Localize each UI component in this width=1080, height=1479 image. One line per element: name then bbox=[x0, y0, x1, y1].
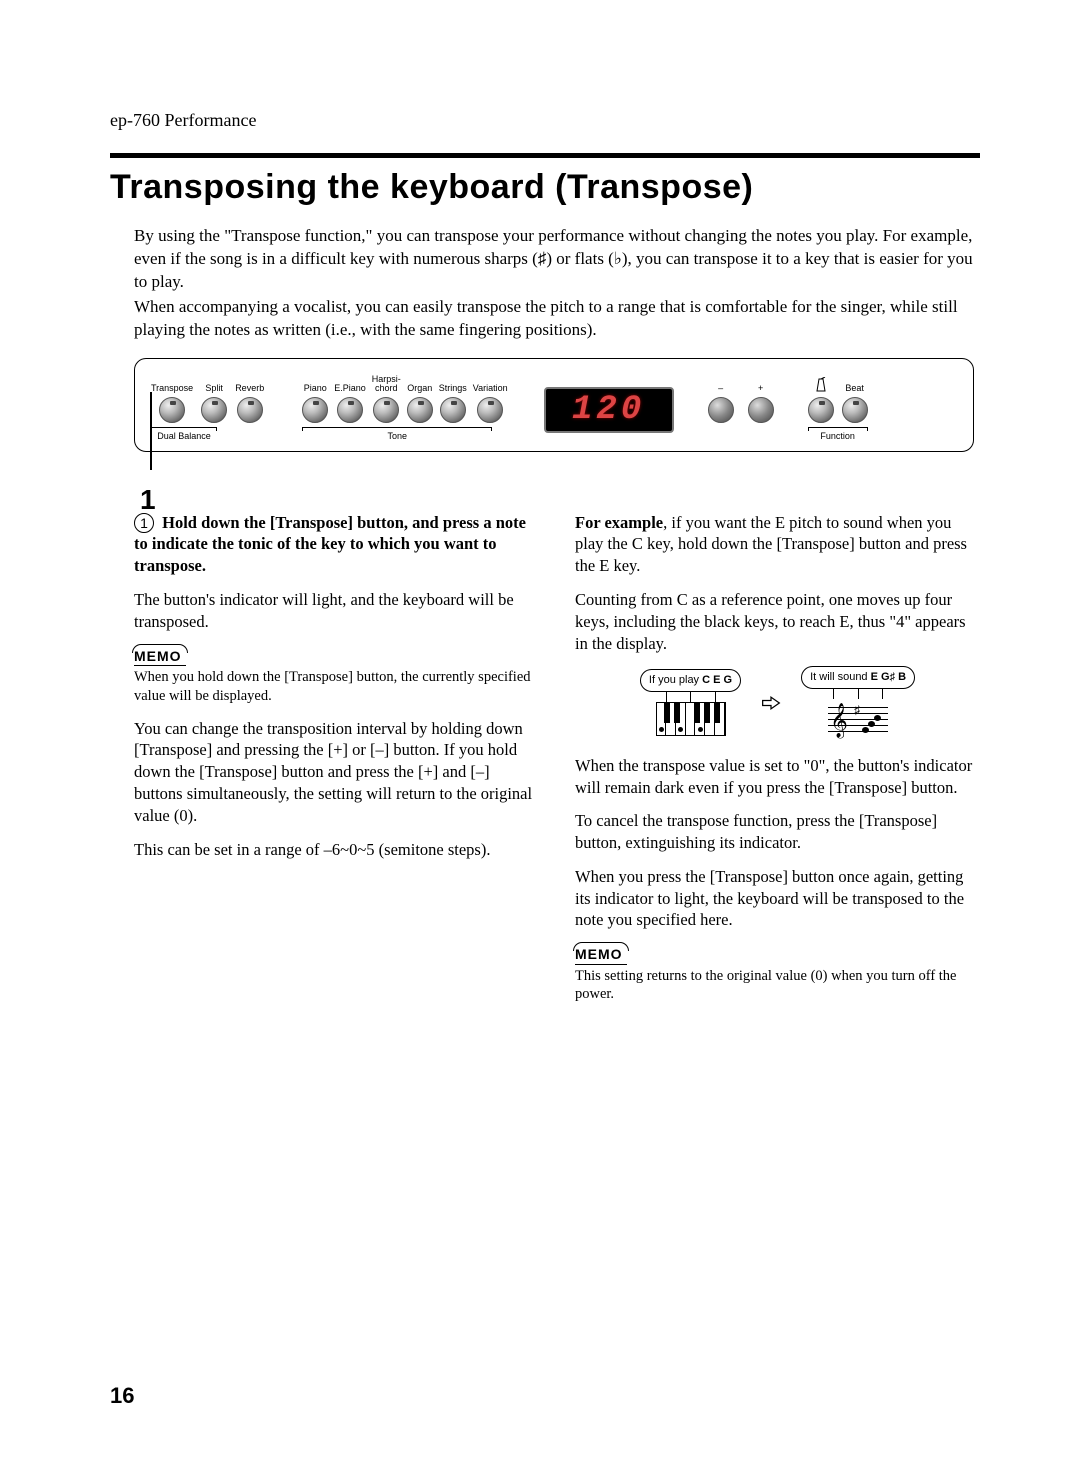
minus-button-col: – bbox=[708, 373, 734, 423]
bubble-left-a: If you play bbox=[649, 674, 702, 686]
organ-button[interactable] bbox=[407, 397, 433, 423]
plus-button[interactable] bbox=[748, 397, 774, 423]
step-1: 1 Hold down the [Transpose] button, and … bbox=[134, 512, 539, 577]
treble-clef-icon: 𝄞 bbox=[830, 701, 848, 741]
strings-button[interactable] bbox=[440, 397, 466, 423]
memo-heading-2: MEMO bbox=[575, 945, 627, 964]
callout-line bbox=[150, 392, 152, 470]
reverb-label: Reverb bbox=[235, 373, 264, 393]
piano-label: Piano bbox=[304, 373, 327, 393]
intro-p1: By using the "Transpose function," you c… bbox=[134, 225, 980, 294]
left-p2: You can change the transposition interva… bbox=[134, 718, 539, 827]
bubble-right: It will sound E G♯ B bbox=[801, 666, 915, 689]
memo-2-text: This setting returns to the original val… bbox=[575, 967, 980, 1005]
left-column: 1 Hold down the [Transpose] button, and … bbox=[134, 512, 539, 1017]
control-panel: Transpose Split Reverb bbox=[134, 358, 974, 452]
memo-1-text: When you hold down the [Transpose] butto… bbox=[134, 668, 539, 706]
intro-p1b: ) or flats ( bbox=[546, 249, 614, 268]
metronome-icon bbox=[814, 373, 828, 393]
reverb-button-col: Reverb bbox=[235, 373, 264, 423]
beat-button-col: Beat bbox=[842, 373, 868, 423]
split-button[interactable] bbox=[201, 397, 227, 423]
epiano-button[interactable] bbox=[337, 397, 363, 423]
panel-figure: Transpose Split Reverb bbox=[110, 358, 980, 512]
plus-label: + bbox=[758, 373, 763, 393]
flat-glyph: ♭ bbox=[614, 249, 622, 268]
split-label: Split bbox=[205, 373, 223, 393]
left-button-group: Transpose Split Reverb bbox=[151, 373, 264, 441]
memo-heading-1: MEMO bbox=[134, 647, 186, 666]
left-p3: This can be set in a range of –6~0~5 (se… bbox=[134, 839, 539, 861]
strings-label: Strings bbox=[439, 373, 467, 393]
right-p1: For example, if you want the E pitch to … bbox=[575, 512, 980, 577]
harpsichord-label: Harpsi- chord bbox=[372, 373, 401, 393]
music-staff: 𝄞 ♯ bbox=[828, 699, 888, 739]
body-columns: 1 Hold down the [Transpose] button, and … bbox=[134, 512, 980, 1017]
metronome-button-col bbox=[808, 373, 834, 423]
bubble-right-b: E G♯ B bbox=[871, 671, 906, 683]
intro-block: By using the "Transpose function," you c… bbox=[134, 225, 980, 342]
dual-balance-label: Dual Balance bbox=[157, 431, 211, 441]
tone-button-group: Piano E.Piano Harpsi- chord Organ String… bbox=[302, 373, 507, 441]
page-number: 16 bbox=[110, 1383, 134, 1409]
right-p2: Counting from C as a reference point, on… bbox=[575, 589, 980, 654]
diagram-left: If you play C E G bbox=[640, 669, 741, 736]
section-rule bbox=[110, 153, 980, 158]
tone-group-label: Tone bbox=[387, 431, 407, 441]
bubble-left: If you play C E G bbox=[640, 669, 741, 692]
for-example-bold: For example bbox=[575, 513, 663, 532]
reverb-button[interactable] bbox=[237, 397, 263, 423]
right-column: For example, if you want the E pitch to … bbox=[575, 512, 980, 1017]
right-p5: When you press the [Transpose] button on… bbox=[575, 866, 980, 931]
harpsichord-button[interactable] bbox=[373, 397, 399, 423]
step-1-number: 1 bbox=[134, 513, 154, 533]
right-p3: When the transpose value is set to "0", … bbox=[575, 755, 980, 799]
beat-button[interactable] bbox=[842, 397, 868, 423]
bubble-right-a: It will sound bbox=[810, 671, 871, 683]
metronome-button[interactable] bbox=[808, 397, 834, 423]
function-group-label: Function bbox=[820, 431, 855, 441]
callout-number-1: 1 bbox=[140, 484, 156, 516]
beat-label: Beat bbox=[845, 373, 864, 393]
lcd-value: 120 bbox=[572, 391, 645, 429]
transpose-button-col: Transpose bbox=[151, 373, 193, 423]
variation-label: Variation bbox=[473, 373, 508, 393]
epiano-label: E.Piano bbox=[334, 373, 366, 393]
right-p4: To cancel the transpose function, press … bbox=[575, 810, 980, 854]
lcd-display: 120 bbox=[544, 387, 674, 433]
transpose-diagram: If you play C E G bbox=[575, 666, 980, 739]
minus-button[interactable] bbox=[708, 397, 734, 423]
step-1-head: Hold down the [Transpose] button, and pr… bbox=[134, 513, 526, 576]
arrow-icon bbox=[761, 694, 781, 712]
manual-page: ep-760 Performance Transposing the keybo… bbox=[0, 0, 1080, 1479]
organ-label: Organ bbox=[407, 373, 432, 393]
transpose-button[interactable] bbox=[159, 397, 185, 423]
variation-button[interactable] bbox=[477, 397, 503, 423]
split-button-col: Split bbox=[201, 373, 227, 423]
sharp-accidental: ♯ bbox=[854, 703, 860, 719]
bubble-left-b: C E G bbox=[702, 674, 732, 686]
plus-button-col: + bbox=[748, 373, 774, 423]
intro-p2: When accompanying a vocalist, you can ea… bbox=[134, 296, 980, 342]
minus-label: – bbox=[718, 373, 723, 393]
piano-button[interactable] bbox=[302, 397, 328, 423]
transpose-label: Transpose bbox=[151, 373, 193, 393]
step-1-body: The button's indicator will light, and t… bbox=[134, 589, 539, 633]
function-group: Beat Function bbox=[808, 373, 868, 441]
diagram-right: It will sound E G♯ B 𝄞 ♯ bbox=[801, 666, 915, 739]
mini-keyboard bbox=[656, 702, 726, 736]
section-title: Transposing the keyboard (Transpose) bbox=[110, 168, 980, 207]
running-head: ep-760 Performance bbox=[110, 110, 980, 131]
